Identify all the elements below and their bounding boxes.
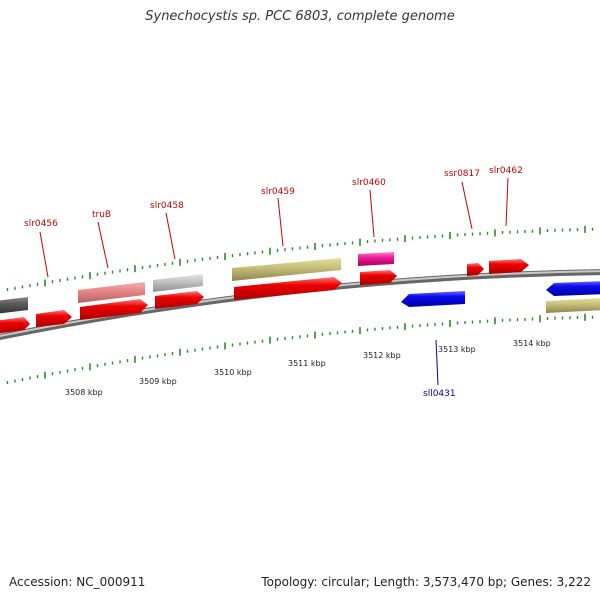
gene-arrow-ssr0817[interactable] <box>467 263 484 276</box>
gene-label-slr0459[interactable]: slr0459 <box>261 187 295 197</box>
kbp-label: 3512 kbp <box>363 351 401 360</box>
gene-arrow-slr0458[interactable] <box>155 291 204 309</box>
kbp-label: 3514 kbp <box>513 339 551 348</box>
gene-arrow-slr0456[interactable] <box>36 310 72 327</box>
gene-feature-slr0459-annot[interactable] <box>232 258 341 281</box>
forward-tick-row <box>6 225 594 292</box>
gene-arrow-reverse[interactable] <box>546 281 600 296</box>
gene-arrow-slr0460[interactable] <box>360 270 397 285</box>
gene-arrow-forward[interactable] <box>0 317 30 334</box>
gene-label-slr0456[interactable]: slr0456 <box>24 219 58 229</box>
forward-strand-genes <box>0 259 529 334</box>
reverse-strand-genes <box>401 281 600 307</box>
kbp-label: 3513 kbp <box>438 345 476 354</box>
gene-feature-slr0460-annot[interactable] <box>358 252 394 266</box>
gene-label-slr0460[interactable]: slr0460 <box>352 178 386 188</box>
gene-feature-truB-annot[interactable] <box>78 282 145 303</box>
gene-label-slr0462[interactable]: slr0462 <box>489 166 523 176</box>
feature-track-upper <box>0 252 600 314</box>
kbp-label: 3509 kbp <box>139 377 177 386</box>
accession-text: Accession: NC_000911 <box>9 575 146 589</box>
gene-feature-right-olive[interactable] <box>546 298 600 313</box>
gene-arrow-slr0459[interactable] <box>234 277 342 300</box>
kbp-label: 3508 kbp <box>65 388 103 397</box>
gene-label-sll0431[interactable]: sll0431 <box>423 389 456 399</box>
gene-label-truB[interactable]: truB <box>92 210 111 220</box>
gene-label-slr0458[interactable]: slr0458 <box>150 201 184 211</box>
gene-arrow-truB[interactable] <box>80 299 148 320</box>
genome-summary-text: Topology: circular; Length: 3,573,470 bp… <box>261 575 591 589</box>
gene-arrow-slr0462[interactable] <box>489 259 529 274</box>
map-title: Synechocystis sp. PCC 6803, complete gen… <box>145 9 455 24</box>
gene-label-ssr0817[interactable]: ssr0817 <box>444 169 480 179</box>
gene-label-leaders <box>39 177 509 386</box>
gene-arrow-sll0431[interactable] <box>401 291 465 307</box>
kbp-label: 3511 kbp <box>288 359 326 368</box>
gene-feature-dark[interactable] <box>0 297 28 314</box>
reverse-tick-row <box>6 313 594 384</box>
kbp-label: 3510 kbp <box>214 368 252 377</box>
gene-feature-slr0458-annot[interactable] <box>153 274 203 292</box>
